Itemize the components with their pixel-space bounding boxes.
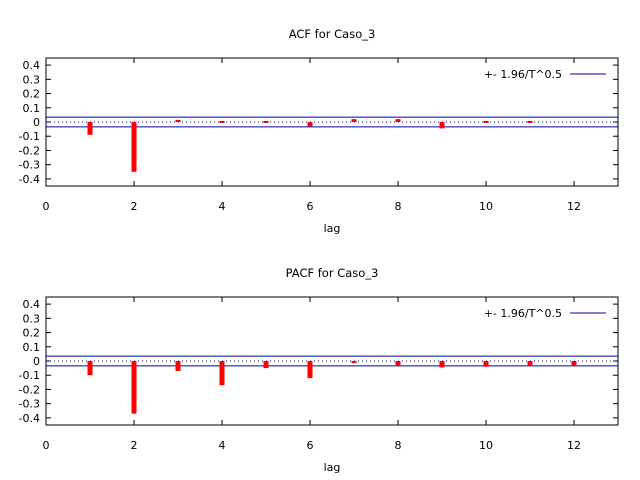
acf-y-tick-label: 0 xyxy=(33,116,40,129)
acf-legend: +- 1.96/T^0.5 xyxy=(484,68,606,81)
pacf-marks: 0.40.30.20.10-0.1-0.2-0.3-0.40 2 4 6 8 10 12 xyxy=(19,297,618,452)
acf-bar xyxy=(87,122,93,135)
pacf-panel: PACF for Caso_3 0.40.30.20.10-0.1-0.2-0.… xyxy=(19,266,619,474)
pacf-bar xyxy=(571,361,577,366)
pacf-y-tick-label: -0.3 xyxy=(19,398,40,411)
acf-y-tick-label: 0.4 xyxy=(23,59,41,72)
acf-x-tick-label: 4 xyxy=(219,200,226,213)
acf-bar xyxy=(263,121,269,123)
pacf-legend: +- 1.96/T^0.5 xyxy=(484,307,606,320)
acf-bar xyxy=(351,119,357,122)
acf-y-tick-label: -0.4 xyxy=(19,173,40,186)
acf-bar xyxy=(307,122,313,127)
pacf-y-tick-label: 0.3 xyxy=(23,312,41,325)
pacf-x-tick-label: 12 xyxy=(567,439,581,452)
pacf-chart-title: PACF for Caso_3 xyxy=(286,266,379,280)
pacf-bar xyxy=(527,361,533,366)
acf-x-tick-label: 0 xyxy=(43,200,50,213)
acf-chart-title: ACF for Caso_3 xyxy=(289,27,376,41)
acf-bar xyxy=(175,119,181,122)
acf-y-tick-label: 0.2 xyxy=(23,88,41,101)
pacf-y-tick-label: 0.4 xyxy=(23,298,41,311)
pacf-y-tick-label: 0.1 xyxy=(23,341,41,354)
pacf-y-tick-label: 0 xyxy=(33,355,40,368)
pacf-x-tick-label: 10 xyxy=(479,439,493,452)
pacf-bar xyxy=(263,361,269,369)
acf-bar xyxy=(395,119,401,122)
acf-bar xyxy=(483,121,489,123)
acf-x-tick-label: 6 xyxy=(307,200,314,213)
pacf-bar xyxy=(395,361,401,366)
pacf-x-axis-label: lag xyxy=(324,461,341,474)
pacf-x-tick-label: 4 xyxy=(219,439,226,452)
acf-y-tick-label: -0.1 xyxy=(19,130,40,143)
pacf-bar xyxy=(351,361,357,364)
acf-x-tick-label: 12 xyxy=(567,200,581,213)
acf-bar xyxy=(219,121,225,123)
pacf-y-tick-label: -0.4 xyxy=(19,412,40,425)
acf-panel: ACF for Caso_3 0.40.30.20.10-0.1-0.2-0.3… xyxy=(19,27,619,235)
pacf-bar xyxy=(131,361,137,414)
acf-legend-label: +- 1.96/T^0.5 xyxy=(484,68,562,81)
acf-y-tick-label: 0.3 xyxy=(23,73,41,86)
acf-y-tick-label: 0.1 xyxy=(23,102,41,115)
acf-bar xyxy=(439,122,445,129)
acf-x-axis-label: lag xyxy=(324,222,341,235)
acf-bar xyxy=(527,121,533,123)
pacf-bar xyxy=(439,361,445,368)
acf-y-tick-label: -0.2 xyxy=(19,144,40,157)
pacf-legend-label: +- 1.96/T^0.5 xyxy=(484,307,562,320)
pacf-y-tick-label: 0.2 xyxy=(23,327,41,340)
pacf-bar xyxy=(175,361,181,371)
acf-x-tick-label: 2 xyxy=(131,200,138,213)
pacf-bar xyxy=(87,361,93,376)
pacf-x-tick-label: 2 xyxy=(131,439,138,452)
acf-x-tick-label: 8 xyxy=(395,200,402,213)
pacf-y-tick-label: -0.2 xyxy=(19,383,40,396)
pacf-bar xyxy=(483,361,489,367)
acf-y-tick-label: -0.3 xyxy=(19,159,40,172)
acf-bar xyxy=(131,122,137,172)
pacf-x-tick-label: 8 xyxy=(395,439,402,452)
pacf-bar xyxy=(307,361,313,379)
pacf-x-tick-label: 6 xyxy=(307,439,314,452)
pacf-bar xyxy=(219,361,225,386)
pacf-x-tick-label: 0 xyxy=(43,439,50,452)
acf-x-tick-label: 10 xyxy=(479,200,493,213)
pacf-y-tick-label: -0.1 xyxy=(19,369,40,382)
acf-marks: 0.40.30.20.10-0.1-0.2-0.3-0.40 2 4 6 8 10 12 xyxy=(19,58,618,213)
